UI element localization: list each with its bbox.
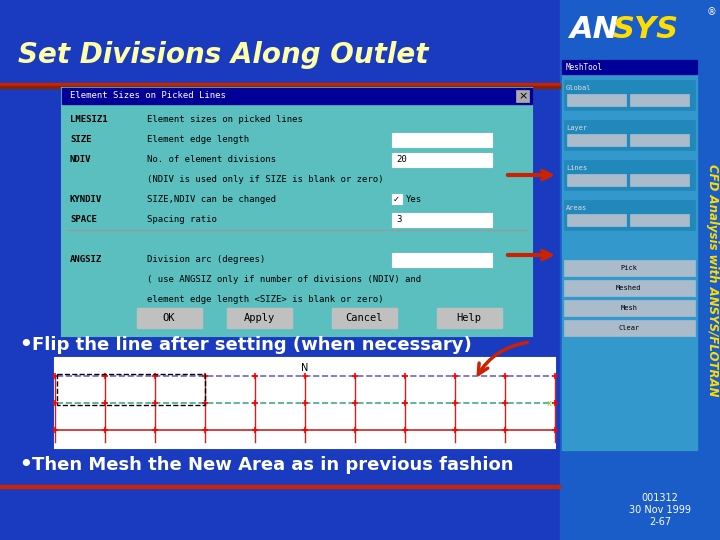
Text: Pick: Pick bbox=[621, 265, 637, 271]
Text: ✓: ✓ bbox=[393, 194, 400, 204]
Bar bbox=[516, 90, 529, 102]
Text: Then Mesh the New Area as in previous fashion: Then Mesh the New Area as in previous fa… bbox=[32, 456, 513, 474]
Text: Layer: Layer bbox=[566, 125, 588, 131]
Text: ×: × bbox=[518, 91, 528, 101]
Text: Division arc (degrees): Division arc (degrees) bbox=[147, 255, 265, 265]
Text: LMESIZ1: LMESIZ1 bbox=[70, 116, 107, 125]
Bar bbox=[562, 60, 697, 74]
Bar bbox=[630, 174, 689, 186]
Bar bbox=[564, 300, 695, 316]
Text: CFD Analysis with ANSYS/FLOTRAN: CFD Analysis with ANSYS/FLOTRAN bbox=[706, 164, 719, 396]
Text: MeshTool: MeshTool bbox=[566, 63, 603, 71]
Bar bbox=[0, 485, 560, 488]
Bar bbox=[332, 308, 397, 328]
Text: (NDIV is used only if SIZE is blank or zero): (NDIV is used only if SIZE is blank or z… bbox=[147, 176, 384, 185]
Bar bbox=[630, 134, 689, 146]
Bar bbox=[564, 280, 695, 296]
Text: Areas: Areas bbox=[566, 205, 588, 211]
Text: 001312: 001312 bbox=[642, 493, 678, 503]
Bar bbox=[392, 213, 492, 227]
Text: Apply: Apply bbox=[243, 313, 274, 323]
Text: Help: Help bbox=[456, 313, 482, 323]
Text: OK: OK bbox=[163, 313, 175, 323]
Text: SIZE,NDIV can be changed: SIZE,NDIV can be changed bbox=[147, 195, 276, 205]
Bar bbox=[564, 320, 695, 336]
Text: Yes: Yes bbox=[406, 195, 422, 205]
Text: SPACE: SPACE bbox=[70, 215, 97, 225]
Text: Mesh: Mesh bbox=[621, 305, 637, 311]
Text: 30 Nov 1999: 30 Nov 1999 bbox=[629, 505, 691, 515]
Text: N: N bbox=[301, 363, 309, 373]
Bar bbox=[392, 253, 492, 267]
Bar bbox=[137, 308, 202, 328]
Text: •: • bbox=[18, 453, 32, 477]
Text: Element edge length: Element edge length bbox=[147, 136, 249, 145]
Text: Cancel: Cancel bbox=[346, 313, 383, 323]
Bar bbox=[57, 374, 205, 405]
Text: 2-67: 2-67 bbox=[649, 517, 671, 527]
Bar bbox=[392, 194, 402, 204]
Bar bbox=[392, 153, 492, 167]
Text: Element sizes on picked lines: Element sizes on picked lines bbox=[147, 116, 303, 125]
Bar bbox=[630, 214, 689, 226]
Text: Flip the line after setting (when necessary): Flip the line after setting (when necess… bbox=[32, 336, 472, 354]
Text: ®: ® bbox=[707, 7, 717, 17]
Text: ( use ANGSIZ only if number of divisions (NDIV) and: ( use ANGSIZ only if number of divisions… bbox=[147, 275, 421, 285]
Bar bbox=[630, 94, 689, 106]
Text: Set Divisions Along Outlet: Set Divisions Along Outlet bbox=[18, 41, 428, 69]
Text: KYNDIV: KYNDIV bbox=[70, 195, 102, 205]
Text: Global: Global bbox=[566, 85, 592, 91]
Text: 20: 20 bbox=[396, 156, 407, 165]
Bar bbox=[564, 260, 695, 276]
Text: NDIV: NDIV bbox=[70, 156, 91, 165]
Text: Clear: Clear bbox=[618, 325, 639, 331]
Text: element edge length <SIZE> is blank or zero): element edge length <SIZE> is blank or z… bbox=[147, 295, 384, 305]
Bar bbox=[437, 308, 502, 328]
Bar bbox=[392, 133, 492, 147]
Bar bbox=[567, 174, 626, 186]
Bar bbox=[227, 308, 292, 328]
Text: 3: 3 bbox=[396, 215, 401, 225]
Text: AN: AN bbox=[570, 16, 619, 44]
Bar bbox=[567, 134, 626, 146]
Bar bbox=[0, 86, 560, 88]
Bar bbox=[567, 94, 626, 106]
Bar bbox=[560, 0, 720, 540]
Bar bbox=[564, 120, 695, 150]
Bar bbox=[562, 60, 697, 450]
Text: Meshed: Meshed bbox=[616, 285, 642, 291]
Text: ANGSIZ: ANGSIZ bbox=[70, 255, 102, 265]
Text: SIZE: SIZE bbox=[70, 136, 91, 145]
Bar bbox=[55, 358, 555, 448]
Bar bbox=[564, 200, 695, 230]
Text: Element Sizes on Picked Lines: Element Sizes on Picked Lines bbox=[70, 91, 226, 100]
Bar bbox=[564, 80, 695, 110]
Bar bbox=[62, 88, 532, 104]
Bar bbox=[567, 214, 626, 226]
Bar bbox=[62, 88, 532, 336]
Text: SYS: SYS bbox=[613, 16, 679, 44]
Text: Lines: Lines bbox=[566, 165, 588, 171]
Text: •: • bbox=[18, 333, 32, 357]
Text: x: x bbox=[547, 399, 552, 408]
Bar bbox=[564, 160, 695, 190]
Bar bbox=[0, 83, 560, 86]
Text: No. of element divisions: No. of element divisions bbox=[147, 156, 276, 165]
Text: Spacing ratio: Spacing ratio bbox=[147, 215, 217, 225]
